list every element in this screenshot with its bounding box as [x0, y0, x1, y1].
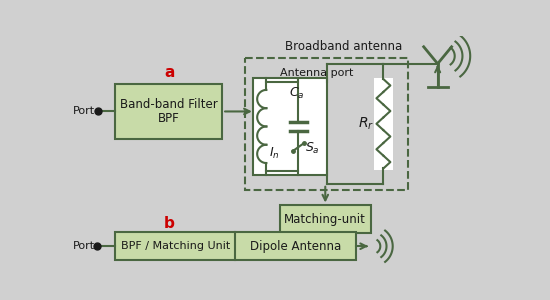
Text: Port: Port	[73, 106, 95, 116]
Text: a: a	[164, 65, 175, 80]
Text: Dipole Antenna: Dipole Antenna	[250, 240, 341, 253]
Text: $S_a$: $S_a$	[305, 140, 320, 156]
Text: Matching-unit: Matching-unit	[284, 213, 366, 226]
Text: Band-band Filter: Band-band Filter	[120, 98, 218, 111]
Text: $R_r$: $R_r$	[358, 116, 375, 132]
Bar	[253, 78, 327, 175]
Text: BPF: BPF	[158, 112, 180, 125]
Text: BPF / Matching Unit: BPF / Matching Unit	[120, 241, 230, 251]
Bar	[279, 206, 371, 233]
Text: $\mathit{I}_n$: $\mathit{I}_n$	[269, 146, 279, 160]
Text: Port: Port	[73, 241, 95, 251]
Text: b: b	[164, 216, 175, 231]
Text: Broadband antenna: Broadband antenna	[285, 40, 403, 53]
Text: $C_a$: $C_a$	[289, 85, 304, 100]
Bar	[116, 232, 355, 260]
Bar	[116, 84, 222, 139]
Bar	[245, 58, 408, 190]
Text: Antenna port: Antenna port	[280, 68, 354, 78]
Bar	[374, 78, 393, 170]
